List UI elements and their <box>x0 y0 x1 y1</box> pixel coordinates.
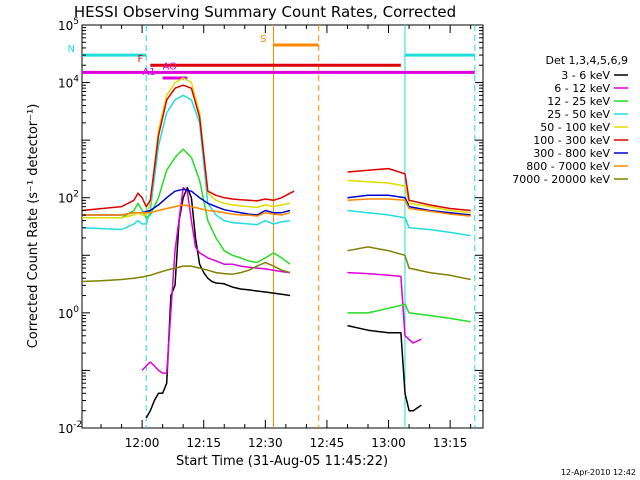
x-axis-label: Start Time (31-Aug-05 11:45:22) <box>176 454 388 469</box>
series-line <box>145 186 291 419</box>
flag-label: N <box>68 44 75 55</box>
series-line <box>82 188 291 216</box>
legend-entry-label: 300 - 800 keV <box>533 147 610 160</box>
x-tick-label: 13:15 <box>433 436 468 450</box>
series-line <box>81 261 291 283</box>
series-line <box>347 324 422 412</box>
y-tick-exponent: 2 <box>73 190 79 200</box>
series-line <box>82 77 291 219</box>
series-line <box>347 246 471 281</box>
legend-entry-label: 100 - 300 keV <box>533 134 610 147</box>
series-line <box>347 179 471 214</box>
legend-entry-label: 12 - 25 keV <box>547 95 610 108</box>
series-line <box>347 303 471 323</box>
series-line <box>347 198 471 217</box>
x-tick-label: 12:15 <box>186 436 221 450</box>
series-line <box>347 167 471 212</box>
y-tick-label: 104 <box>58 75 79 91</box>
legend-entry-label: 25 - 50 keV <box>547 108 610 121</box>
flag-bars: N F S AO A1 <box>68 34 475 80</box>
chart-title: HESSI Observing Summary Count Rates, Cor… <box>74 3 456 21</box>
y-tick-label: 10-2 <box>58 420 82 436</box>
flag-label: AO <box>162 61 177 72</box>
plot-timestamp: 12-Apr-2010 12:42 <box>561 468 636 477</box>
y-tick-exponent: 5 <box>73 17 79 27</box>
series-line <box>347 194 471 216</box>
y-tick-exponent: 4 <box>73 75 79 85</box>
y-axis-label: Corrected Count Rate (s⁻¹ detector⁻¹) <box>26 104 41 349</box>
axes: 10-2 100 102 104 105 12:00 12:15 12:30 12:45 13:0… <box>58 17 483 450</box>
legend-entry-label: 7000 - 20000 keV <box>512 173 610 186</box>
series-line <box>347 209 471 237</box>
vertical-markers <box>145 25 476 428</box>
series-lines <box>81 77 471 419</box>
legend-entry-label: 3 - 6 keV <box>561 69 610 82</box>
series-line <box>141 186 291 374</box>
x-tick-label: 12:30 <box>248 436 283 450</box>
series-line <box>81 84 295 212</box>
legend-entry-label: 6 - 12 keV <box>554 82 610 95</box>
plot-area <box>81 24 484 429</box>
series-line <box>82 204 291 217</box>
y-tick-exponent: 0 <box>73 305 79 315</box>
plot-frame <box>81 24 484 429</box>
legend-entry-label: 800 - 7000 keV <box>526 160 610 173</box>
flag-label: F <box>138 54 144 65</box>
x-tick-label: 12:45 <box>310 436 345 450</box>
flag-label: A1 <box>142 67 155 78</box>
legend-title: Det 1,3,4,5,6,9 <box>545 54 628 67</box>
series-line <box>347 271 422 344</box>
y-tick-label: 100 <box>58 305 79 321</box>
legend-entry-label: 50 - 100 keV <box>540 121 610 134</box>
series-line <box>81 94 291 231</box>
flag-label: S <box>260 34 266 45</box>
y-tick-exponent: -2 <box>73 420 82 430</box>
x-tick-label: 12:00 <box>125 436 160 450</box>
y-tick-label: 105 <box>58 17 79 33</box>
x-tick-label: 13:00 <box>371 436 406 450</box>
y-tick-label: 102 <box>58 190 79 206</box>
series-line <box>82 148 291 265</box>
